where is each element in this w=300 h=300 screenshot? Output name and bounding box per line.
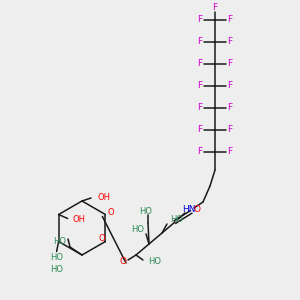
Text: HO: HO	[50, 253, 63, 262]
Text: HO: HO	[53, 236, 67, 245]
Text: F: F	[197, 125, 202, 134]
Text: O: O	[194, 206, 200, 214]
Text: HO: HO	[50, 265, 63, 274]
Text: F: F	[227, 59, 232, 68]
Text: O: O	[98, 234, 105, 243]
Text: HO: HO	[170, 214, 183, 224]
Text: F: F	[197, 16, 202, 25]
Text: HO: HO	[131, 224, 144, 233]
Text: F: F	[197, 148, 202, 157]
Text: F: F	[227, 38, 232, 46]
Text: HN: HN	[182, 206, 196, 214]
Text: F: F	[227, 103, 232, 112]
Text: HO: HO	[148, 257, 161, 266]
Text: O: O	[107, 208, 114, 217]
Text: HO: HO	[140, 208, 152, 217]
Text: O: O	[119, 257, 127, 266]
Text: F: F	[197, 59, 202, 68]
Text: F: F	[212, 4, 217, 13]
Text: F: F	[227, 82, 232, 91]
Text: OH: OH	[97, 193, 110, 202]
Text: F: F	[197, 38, 202, 46]
Text: F: F	[227, 125, 232, 134]
Text: F: F	[227, 148, 232, 157]
Text: F: F	[197, 82, 202, 91]
Text: OH: OH	[73, 215, 85, 224]
Text: F: F	[227, 16, 232, 25]
Text: F: F	[197, 103, 202, 112]
